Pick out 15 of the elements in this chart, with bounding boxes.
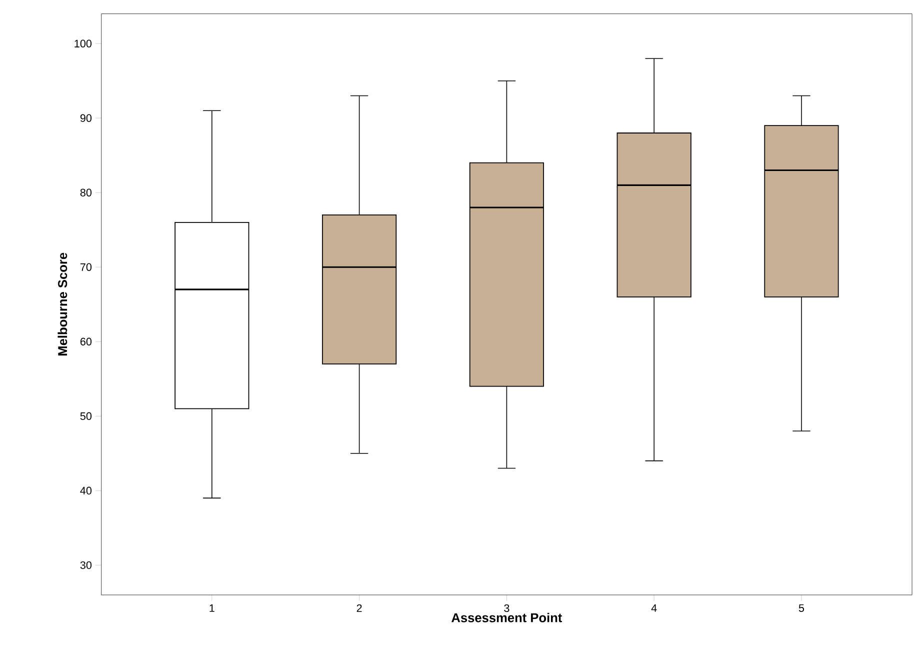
x-tick-label: 5 <box>798 604 804 612</box>
x-tick-label: 3 <box>504 604 510 612</box>
y-tick-label: 90 <box>80 114 92 122</box>
y-tick-label: 100 <box>74 40 92 48</box>
y-axis-title: Melbourne Score <box>58 252 68 356</box>
y-tick-label: 70 <box>80 263 92 271</box>
x-tick-label: 1 <box>210 604 214 612</box>
x-tick-label: 4 <box>651 604 657 612</box>
y-tick-label: 60 <box>80 338 92 346</box>
y-tick-label: 80 <box>80 188 92 196</box>
y-tick-label: 50 <box>80 412 92 420</box>
x-axis-title: Assessment Point <box>452 612 562 622</box>
x-tick-label: 2 <box>356 604 362 612</box>
y-tick-label: 40 <box>80 486 92 494</box>
y-tick-label: 30 <box>80 561 92 569</box>
